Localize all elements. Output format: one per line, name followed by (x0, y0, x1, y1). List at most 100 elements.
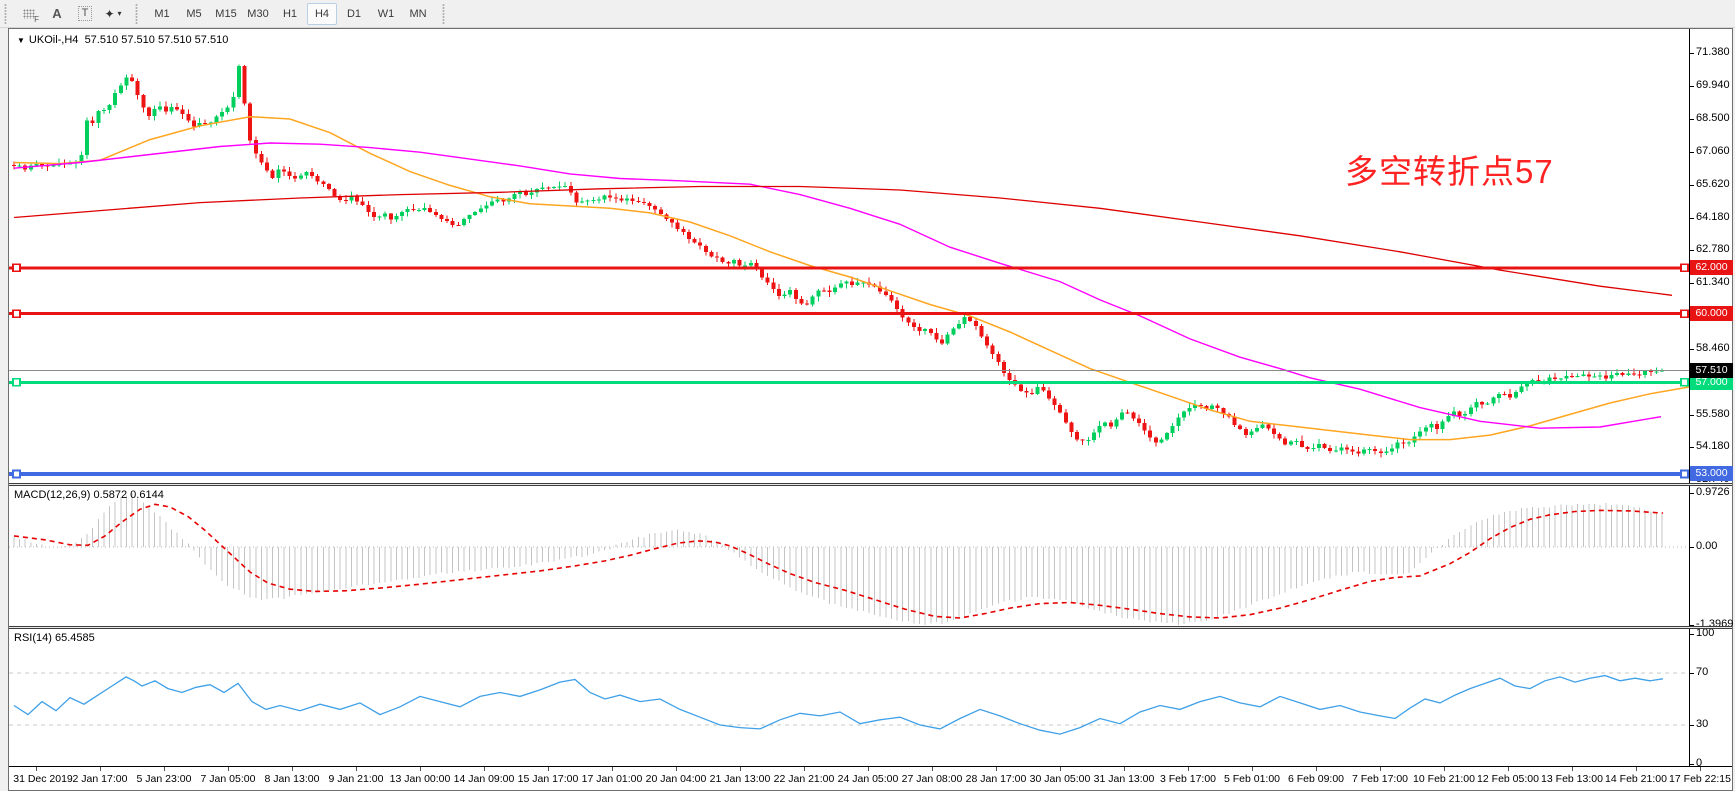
candle-body (838, 283, 843, 288)
candle-body (377, 216, 382, 218)
candle-body (630, 198, 635, 201)
scale-tick (1690, 185, 1694, 186)
timeframe-button-d1[interactable]: D1 (346, 7, 362, 20)
hline-anchor[interactable] (1680, 378, 1689, 387)
time-axis-label: 5 Jan 23:00 (136, 773, 192, 785)
time-tick (420, 767, 421, 771)
time-axis-label: 12 Feb 05:00 (1477, 773, 1539, 785)
toolbar-drag-handle[interactable] (2, 3, 9, 24)
dotted-grid-icon (23, 8, 35, 19)
rsi-panel[interactable]: RSI(14) 65.4585 (9, 629, 1732, 766)
candle-body (1024, 390, 1029, 393)
candle-body (1345, 447, 1349, 450)
candle-body (152, 109, 157, 117)
candle-body (1260, 424, 1265, 428)
candle-body (861, 282, 866, 284)
macd-chart[interactable] (9, 486, 1689, 626)
candle-body (1615, 373, 1619, 376)
time-tick (740, 767, 741, 771)
candle-body (1586, 374, 1591, 377)
chart-template-tool-button[interactable]: F (17, 3, 41, 25)
time-tick (484, 767, 485, 771)
time-tick (612, 767, 613, 771)
candle-body (1395, 442, 1400, 449)
price-scale[interactable]: 71.380 69.940 68.500 67.060 65.620 64.180 62.7… (1689, 29, 1733, 769)
candle-body (124, 77, 129, 86)
timeframe-button-m1[interactable]: M1 (154, 7, 170, 20)
candle-body (96, 111, 101, 124)
candle-body (242, 65, 247, 104)
candle-body (186, 113, 191, 121)
time-tick (100, 767, 101, 771)
panel-splitter[interactable] (9, 626, 1732, 629)
candle-body (788, 290, 793, 295)
candle-body (911, 322, 916, 327)
arrow-tools-button[interactable]: ✦ ▾ (101, 3, 125, 25)
candle-body (1637, 374, 1642, 376)
time-tick (228, 767, 229, 771)
timeframe-button-m30[interactable]: M30 (247, 7, 269, 20)
hline-anchor[interactable] (1680, 469, 1689, 479)
collapse-triangle-icon[interactable]: ▼ (17, 36, 25, 45)
time-axis-label: 5 Feb 01:00 (1223, 773, 1281, 785)
candle-body (743, 265, 748, 267)
timeframe-button-h4[interactable]: H4 (307, 2, 337, 25)
candle-body (979, 325, 984, 337)
rsi-value: 65.4585 (54, 632, 95, 644)
candle-body (163, 106, 168, 112)
scale-tick (1690, 283, 1694, 284)
panel-splitter[interactable] (9, 483, 1732, 486)
candle-body (1496, 393, 1501, 398)
hline-anchor[interactable] (1680, 263, 1689, 273)
hline-price-badge: 62.000 (1690, 260, 1733, 275)
time-axis-label: 30 Jan 05:00 (1029, 773, 1091, 785)
hline-anchor[interactable] (12, 263, 21, 273)
candle-body (1046, 390, 1051, 399)
text-tool-button[interactable]: T (73, 3, 97, 25)
candle-body (495, 199, 500, 202)
candle-body (1210, 405, 1214, 409)
candle-body (793, 290, 798, 300)
hline-anchor[interactable] (12, 378, 21, 387)
candle-body (1328, 448, 1333, 451)
candle-body (540, 187, 545, 189)
text-label-tool-button[interactable]: A (45, 3, 69, 25)
time-axis-label: 24 Jan 05:00 (837, 773, 899, 785)
candle-body (1294, 440, 1299, 442)
hline-anchor[interactable] (1680, 309, 1689, 319)
candle-body (394, 216, 399, 220)
time-axis-label: 17 Jan 01:00 (581, 773, 643, 785)
time-tick (164, 767, 165, 771)
candle-body (456, 224, 461, 226)
candle-body (349, 195, 354, 201)
timeframe-button-m5[interactable]: M5 (186, 7, 202, 20)
time-axis[interactable]: 31 Dec 2019 2 Jan 17:00 5 Jan 23:00 7 Jan 0… (9, 766, 1732, 790)
candle-body (141, 95, 146, 108)
candle-body (253, 140, 258, 154)
candle-body (1575, 375, 1580, 377)
candlestick-chart[interactable] (9, 29, 1689, 483)
macd-panel[interactable]: MACD(12,26,9) 0.5872 0.6144 (9, 486, 1732, 626)
time-tick (1380, 767, 1381, 771)
timeframe-button-h1[interactable]: H1 (282, 7, 298, 20)
candle-body (1103, 422, 1108, 426)
timeframe-button-mn[interactable]: MN (409, 7, 427, 20)
chart-text-annotation[interactable]: 多空转折点57 (1345, 153, 1554, 190)
candle-body (1339, 447, 1344, 451)
candle-body (1080, 439, 1085, 441)
toolbar-drag-handle[interactable] (440, 3, 447, 24)
rsi-chart[interactable] (9, 629, 1689, 766)
timeframe-button-m15[interactable]: M15 (215, 7, 237, 20)
toolbar-drag-handle[interactable] (133, 3, 140, 24)
price-chart-panel[interactable]: ▼ UKOil-,H4 57.510 57.510 57.510 57.510 多… (9, 29, 1732, 483)
candle-body (310, 172, 315, 177)
candle-body (776, 289, 781, 296)
timeframe-group: M1 M5 M15 M30 H1 H4 D1 W1 MN (142, 0, 438, 28)
time-tick (292, 767, 293, 771)
rsi-axis-label: 0 (1696, 757, 1703, 769)
candle-body (12, 164, 16, 167)
hline-anchor[interactable] (12, 309, 21, 319)
timeframe-button-w1[interactable]: W1 (377, 7, 395, 20)
hline-anchor[interactable] (12, 469, 21, 479)
